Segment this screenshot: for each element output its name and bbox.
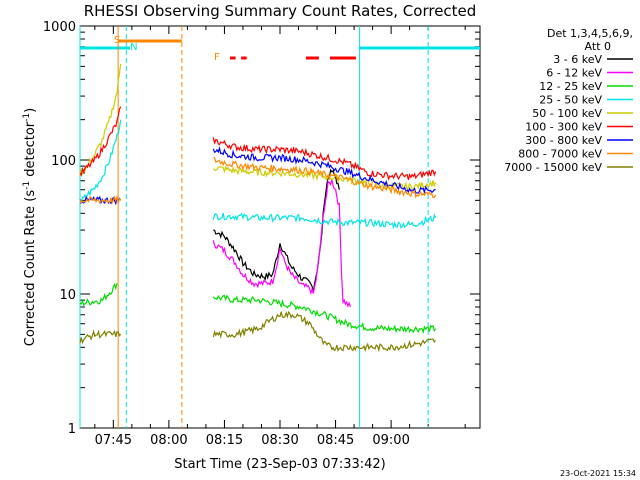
legend-label: 50 - 100 keV (532, 107, 602, 120)
flag-marker-label: F (214, 52, 220, 63)
x-tick-label: 08:30 (261, 433, 298, 448)
series-line-3 (212, 212, 437, 230)
series-line-5 (79, 106, 122, 177)
footer-date: 23-Oct-2021 15:34 (560, 469, 636, 478)
y-tick-label: 100 (51, 154, 76, 169)
series-line-5 (212, 137, 437, 181)
y-axis-label-part: ) (23, 108, 38, 113)
y-tick-label: 1 (68, 422, 76, 437)
x-tick-label: 08:15 (206, 433, 243, 448)
series-line-8 (212, 310, 437, 353)
legend-label: 3 - 6 keV (553, 53, 602, 66)
series-line-1 (212, 179, 351, 308)
series-line-4 (212, 165, 437, 192)
series-line-3 (79, 119, 122, 205)
series-line-7 (213, 157, 437, 199)
legend-subtitle: Att 0 (585, 40, 611, 53)
x-tick-label: 07:45 (95, 433, 132, 448)
legend-label: 25 - 50 keV (539, 94, 602, 107)
legend-label: 100 - 300 keV (525, 121, 602, 134)
legend-label: 300 - 800 keV (525, 134, 602, 147)
x-tick-label: 08:00 (150, 433, 187, 448)
x-tick-label: 08:45 (317, 433, 354, 448)
y-tick-label: 1000 (43, 20, 76, 35)
flag-marker-label: N (130, 42, 137, 53)
y-axis-label-part: Corrected Count Rate (s (23, 190, 38, 347)
series-line-0 (213, 168, 340, 292)
flag-marker-label: S (114, 35, 120, 46)
series-line-2 (212, 294, 437, 335)
plot-frame (79, 25, 481, 429)
series-line-8 (79, 329, 122, 345)
x-tick-label: 09:00 (372, 433, 409, 448)
legend-title: Det 1,3,4,5,6,9, (547, 27, 633, 40)
legend-label: 12 - 25 keV (539, 80, 602, 93)
x-axis-label: Start Time (23-Sep-03 07:33:42) (174, 457, 385, 472)
series-line-2 (79, 282, 118, 307)
time-overlays: SN F (79, 26, 480, 428)
y-axis-label-sup: -1 (22, 113, 32, 122)
series-layer (79, 64, 437, 353)
chart-title: RHESSI Observing Summary Count Rates, Co… (84, 2, 477, 20)
y-axis-label: Corrected Count Rate (s-1 detector-1) (22, 108, 38, 346)
legend-label: 800 - 7000 keV (518, 148, 602, 161)
series-line-7 (79, 194, 122, 205)
legend-label: 6 - 12 keV (546, 67, 602, 80)
y-axis-label-part: detector (23, 121, 38, 181)
y-tick-label: 10 (59, 288, 76, 303)
y-axis-label-sup: -1 (22, 181, 32, 190)
axis-ticks: 07:45 08:00 08:15 08:30 08:45 09:00 1 10 100 1000 (43, 20, 480, 448)
series-line-4 (79, 64, 122, 176)
legend-label: 7000 - 15000 keV (504, 161, 602, 174)
